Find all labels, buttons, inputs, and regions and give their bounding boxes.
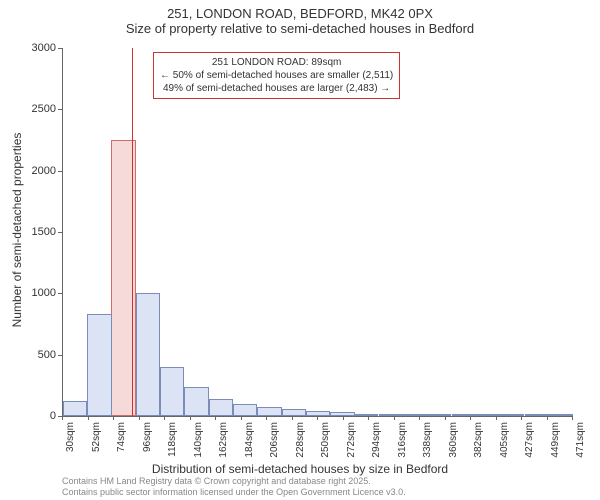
x-tick-mark [266,416,267,420]
x-tick-mark [164,416,165,420]
attribution: Contains HM Land Registry data © Crown c… [62,476,406,498]
x-tick-mark [317,416,318,420]
annotation-line1: 251 LONDON ROAD: 89sqm [160,56,393,69]
title-sub: Size of property relative to semi-detach… [0,21,600,40]
title-main: 251, LONDON ROAD, BEDFORD, MK42 0PX [0,0,600,21]
plot-area: 251 LONDON ROAD: 89sqm ← 50% of semi-det… [62,48,573,417]
x-tick-label: 272sqm [346,422,357,458]
reference-vline [132,48,133,416]
x-tick-label: 96sqm [142,422,153,452]
x-tick-label: 449sqm [550,422,561,458]
histogram-bar [184,387,208,416]
histogram-bar [63,401,87,416]
x-tick-label: 360sqm [448,422,459,458]
x-tick-mark [470,416,471,420]
x-tick-mark [521,416,522,420]
x-tick-label: 206sqm [269,422,280,458]
x-tick-mark [572,416,573,420]
x-tick-mark [496,416,497,420]
x-tick-mark [292,416,293,420]
x-tick-mark [215,416,216,420]
x-tick-mark [368,416,369,420]
x-axis-label: Distribution of semi-detached houses by … [0,462,600,476]
y-tick-label: 1500 [16,226,56,238]
histogram-bar [209,399,233,416]
x-tick-mark [394,416,395,420]
chart-container: 251, LONDON ROAD, BEDFORD, MK42 0PX Size… [0,0,600,500]
x-tick-label: 316sqm [397,422,408,458]
x-tick-label: 162sqm [218,422,229,458]
x-tick-label: 405sqm [499,422,510,458]
x-tick-mark [139,416,140,420]
x-tick-label: 471sqm [575,422,586,458]
annotation-box: 251 LONDON ROAD: 89sqm ← 50% of semi-det… [153,52,400,99]
x-tick-mark [62,416,63,420]
x-tick-mark [241,416,242,420]
y-tick-label: 3000 [16,42,56,54]
x-tick-label: 294sqm [371,422,382,458]
histogram-bar [525,414,549,416]
x-tick-mark [445,416,446,420]
x-tick-label: 140sqm [193,422,204,458]
histogram-bar [136,293,160,416]
x-tick-label: 382sqm [473,422,484,458]
histogram-bar [354,414,378,416]
histogram-bar [476,414,500,416]
x-tick-label: 184sqm [244,422,255,458]
histogram-bar [403,414,427,416]
histogram-bar [452,414,476,416]
y-tick-label: 0 [16,410,56,422]
x-tick-label: 118sqm [167,422,178,457]
x-tick-label: 74sqm [116,422,127,452]
annotation-line2: ← 50% of semi-detached houses are smalle… [160,69,393,82]
x-tick-mark [88,416,89,420]
y-tick-label: 2500 [16,103,56,115]
x-tick-label: 228sqm [295,422,306,458]
y-tick-label: 1000 [16,287,56,299]
x-tick-mark [419,416,420,420]
y-tick-label: 500 [16,349,56,361]
x-tick-label: 338sqm [422,422,433,458]
histogram-bar [257,407,281,416]
annotation-line3: 49% of semi-detached houses are larger (… [160,82,393,95]
x-tick-label: 427sqm [524,422,535,458]
histogram-bar [233,404,257,416]
x-tick-label: 30sqm [65,422,76,452]
histogram-bar [160,367,184,416]
attribution-line2: Contains public sector information licen… [62,487,406,498]
x-tick-mark [113,416,114,420]
histogram-bar [87,314,111,416]
y-tick-label: 2000 [16,165,56,177]
x-tick-mark [190,416,191,420]
x-tick-label: 250sqm [320,422,331,458]
x-tick-mark [343,416,344,420]
histogram-bar [282,409,306,416]
x-tick-mark [547,416,548,420]
attribution-line1: Contains HM Land Registry data © Crown c… [62,476,406,487]
histogram-bar [549,414,573,416]
x-tick-label: 52sqm [91,422,102,452]
histogram-bar [379,414,403,416]
histogram-bar [427,414,451,416]
